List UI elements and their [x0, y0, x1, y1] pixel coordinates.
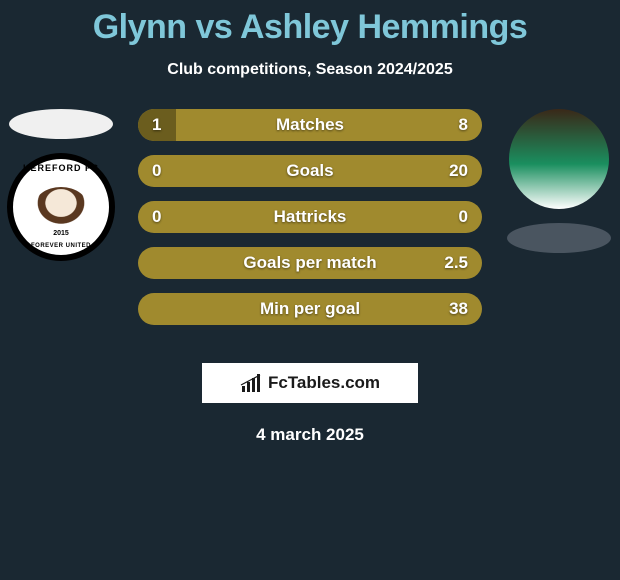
bar-chart-icon — [240, 374, 262, 392]
stat-label: Goals — [286, 161, 333, 181]
player-right-club-placeholder — [507, 223, 611, 253]
stat-label: Matches — [276, 115, 344, 135]
stat-row: 0 Hattricks 0 — [138, 201, 482, 233]
stat-value-left: 0 — [152, 161, 161, 181]
player-left-avatar-placeholder — [9, 109, 113, 139]
stats-list: 1 Matches 8 0 Goals 20 0 Hattricks 0 Goals per ma… — [138, 109, 482, 339]
stat-row: 0 Goals 20 — [138, 155, 482, 187]
stat-value-left: 1 — [152, 115, 161, 135]
date-label: 4 march 2025 — [0, 425, 620, 445]
player-left-club-logo: HEREFORD FC 2015 FOREVER UNITED — [7, 153, 115, 261]
branding-badge: FcTables.com — [202, 363, 418, 403]
club-motto: FOREVER UNITED — [31, 243, 91, 249]
stat-value-right: 38 — [449, 299, 468, 319]
comparison-panel: HEREFORD FC 2015 FOREVER UNITED 1 Matches… — [0, 109, 620, 349]
branding-text: FcTables.com — [268, 373, 380, 393]
player-right-avatar — [509, 109, 609, 209]
bull-icon — [34, 187, 88, 227]
stat-value-left: 0 — [152, 207, 161, 227]
stat-value-right: 2.5 — [444, 253, 468, 273]
page-title: Glynn vs Ashley Hemmings — [0, 0, 620, 47]
stat-label: Min per goal — [260, 299, 360, 319]
subtitle: Club competitions, Season 2024/2025 — [0, 61, 620, 79]
stat-row: Min per goal 38 — [138, 293, 482, 325]
player-right-column — [504, 109, 614, 253]
club-name: HEREFORD FC — [23, 163, 99, 173]
stat-value-right: 0 — [459, 207, 468, 227]
club-year: 2015 — [53, 230, 69, 237]
stat-value-right: 8 — [459, 115, 468, 135]
stat-row: Goals per match 2.5 — [138, 247, 482, 279]
stat-value-right: 20 — [449, 161, 468, 181]
stat-label: Goals per match — [243, 253, 376, 273]
stat-label: Hattricks — [274, 207, 347, 227]
player-left-column: HEREFORD FC 2015 FOREVER UNITED — [6, 109, 116, 261]
stat-row: 1 Matches 8 — [138, 109, 482, 141]
